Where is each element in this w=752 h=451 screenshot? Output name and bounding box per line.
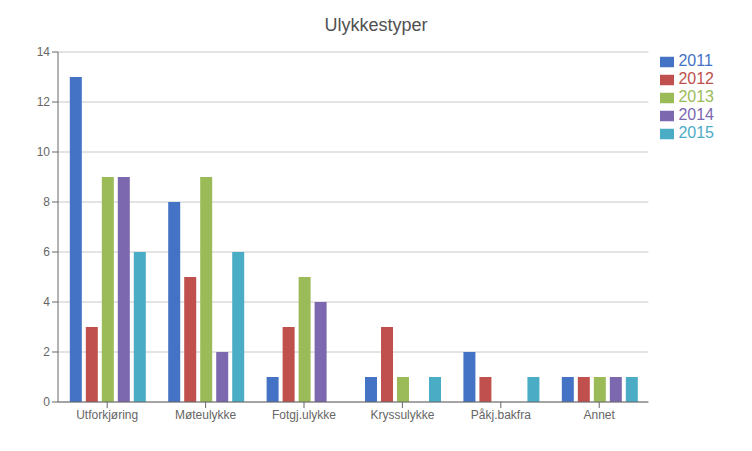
svg-text:Utforkjøring: Utforkjøring — [76, 408, 138, 422]
html-text:2012: 2012 — [678, 70, 714, 87]
svg-text:6: 6 — [43, 245, 50, 259]
svg-text:Møteulykke: Møteulykke — [175, 408, 237, 422]
html-text:2015: 2015 — [678, 124, 714, 141]
svg-text:4: 4 — [43, 295, 50, 309]
svg-text:10: 10 — [37, 145, 51, 159]
svg-text:14: 14 — [37, 45, 51, 59]
svg-text:Påkj.bakfra: Påkj.bakfra — [471, 408, 531, 422]
svg-text:Fotgj.ulykke: Fotgj.ulykke — [272, 408, 336, 422]
svg-text:0: 0 — [43, 395, 50, 409]
svg-text:Kryssulykke: Kryssulykke — [370, 408, 434, 422]
svg-text:Annet: Annet — [584, 408, 616, 422]
svg-text:12: 12 — [37, 95, 51, 109]
html-text:2014: 2014 — [678, 106, 714, 123]
html-text:2011: 2011 — [678, 52, 713, 69]
svg-text:2: 2 — [43, 345, 50, 359]
html-text:Ulykkestyper: Ulykkestyper — [324, 15, 428, 35]
html-text:2013: 2013 — [678, 88, 714, 105]
svg-text:8: 8 — [43, 195, 50, 209]
